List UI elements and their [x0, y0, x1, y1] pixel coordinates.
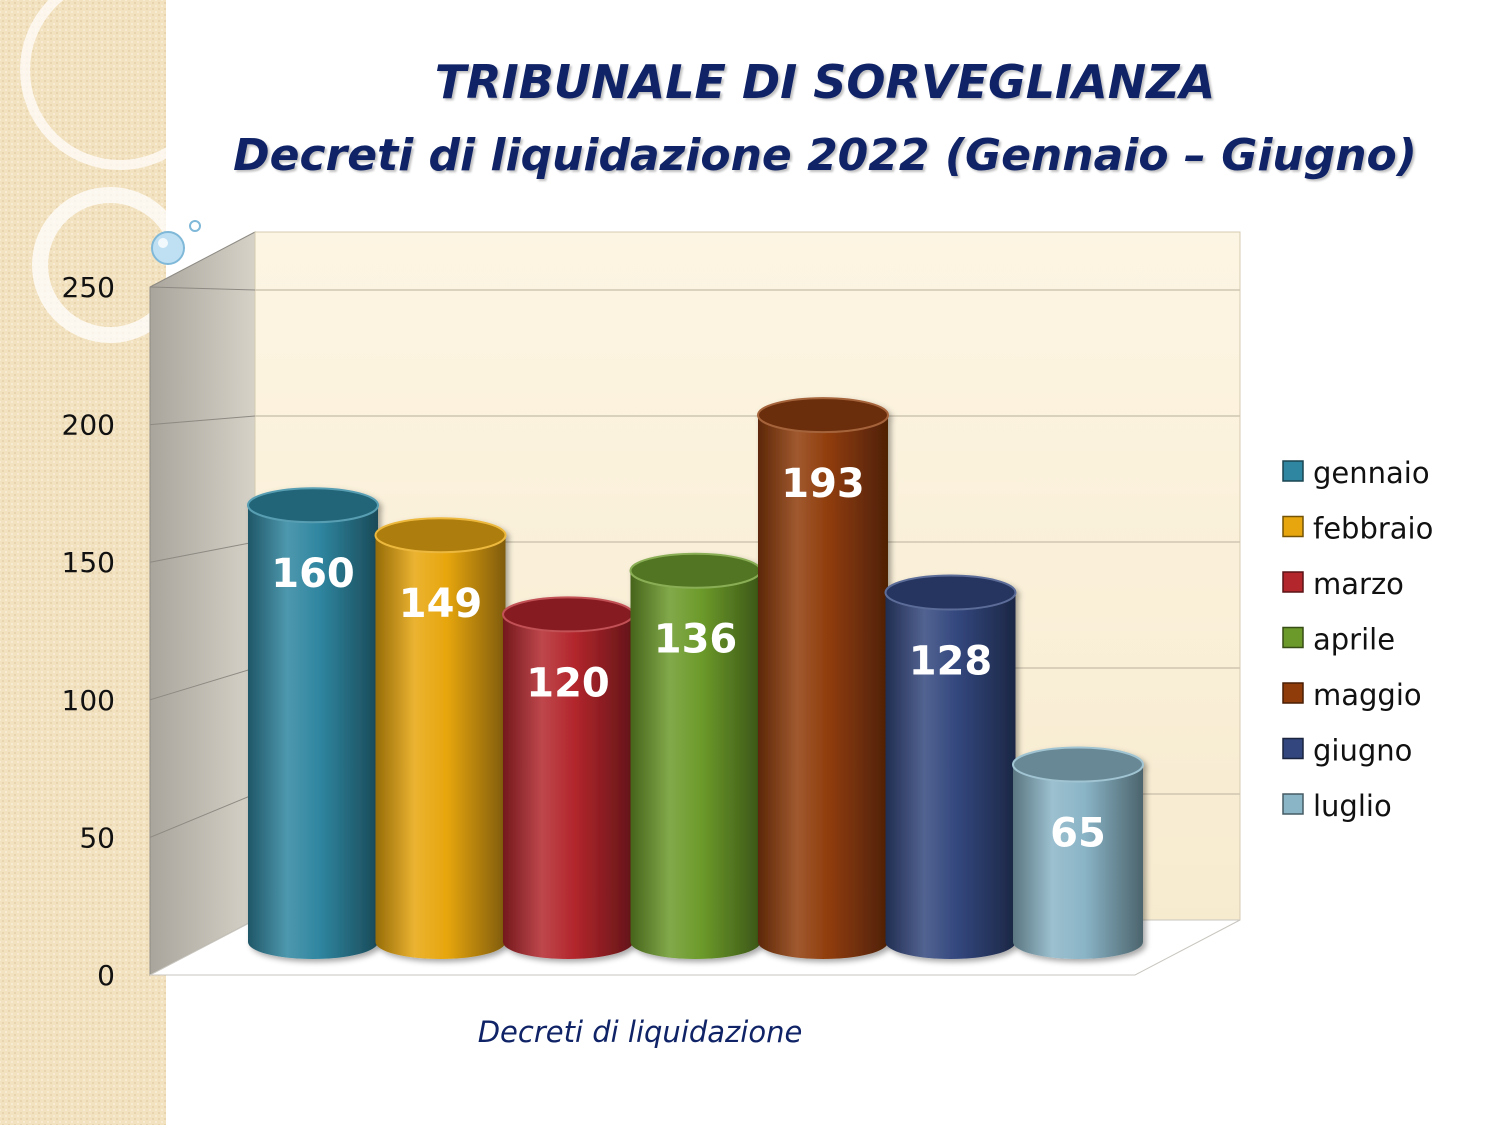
- bar-value-label: 128: [909, 639, 993, 685]
- gridline-side: [149, 793, 256, 838]
- legend-label: maggio: [1313, 678, 1422, 712]
- bar-top: [1012, 746, 1144, 783]
- legend-swatch: [1282, 571, 1304, 593]
- decorative-circles: [20, 0, 220, 343]
- chart-subtitle: Decreti di liquidazione 2022 (Gennaio – …: [233, 130, 1417, 181]
- legend-label: marzo: [1313, 567, 1404, 601]
- bar-body: [375, 535, 506, 959]
- legend-swatch: [1282, 682, 1304, 704]
- legend-item-giugno: giugno: [1282, 734, 1412, 768]
- bar-value-label: 65: [1050, 811, 1106, 857]
- bar-body: [1013, 764, 1143, 959]
- bar-luglio: [1012, 746, 1144, 959]
- legend-label: aprile: [1313, 623, 1395, 657]
- y-tick-label: 250: [62, 271, 115, 304]
- legend-swatch: [1282, 737, 1304, 760]
- bar-febbraio: [374, 517, 507, 959]
- legend-item-febbraio: febbraio: [1282, 512, 1433, 546]
- bar-giugno: [884, 574, 1017, 959]
- bar-top: [757, 397, 889, 434]
- bar-aprile: [629, 552, 762, 959]
- y-tick-label: 0: [97, 959, 115, 992]
- bar-body: [248, 505, 378, 959]
- legend-item-aprile: aprile: [1282, 623, 1395, 657]
- bar-top: [247, 487, 379, 524]
- bar-value-label: 120: [526, 660, 610, 706]
- legend-item-marzo: marzo: [1282, 567, 1404, 601]
- bar-value-label: 149: [399, 581, 483, 627]
- chart-side-wall: [149, 231, 256, 976]
- y-tick-label: 50: [79, 821, 115, 854]
- bar-marzo: [502, 596, 634, 959]
- slide-sidebar-texture: [0, 0, 166, 1125]
- legend-swatch: [1282, 626, 1304, 649]
- bar-gennaio: [247, 487, 379, 959]
- bar-value-label: 136: [654, 617, 738, 663]
- y-tick-label: 100: [62, 684, 115, 717]
- legend-swatch: [1282, 460, 1304, 482]
- legend-label: giugno: [1313, 734, 1412, 768]
- gridline-side: [149, 286, 256, 291]
- bar-body: [758, 415, 888, 959]
- bar-top: [884, 574, 1017, 611]
- bar-value-label: 160: [271, 551, 355, 597]
- legend-label: febbraio: [1313, 512, 1433, 546]
- x-axis-label: Decreti di liquidazione: [477, 1015, 803, 1049]
- bar-body: [630, 570, 761, 959]
- y-tick-label: 150: [62, 546, 115, 579]
- bar-top: [629, 552, 762, 589]
- gridline-side: [149, 667, 256, 701]
- legend-item-luglio: luglio: [1282, 789, 1392, 823]
- gridline-side: [149, 415, 256, 426]
- gridline-side: [149, 541, 256, 563]
- bar-top: [374, 517, 507, 554]
- chart-title: TRIBUNALE DI SORVEGLIANZA: [434, 55, 1216, 109]
- bar-body: [503, 614, 633, 959]
- legend-item-gennaio: gennaio: [1282, 456, 1430, 490]
- legend-label: gennaio: [1313, 456, 1430, 490]
- legend-swatch: [1282, 515, 1304, 538]
- y-tick-label: 200: [62, 409, 115, 442]
- legend-label: luglio: [1313, 789, 1392, 823]
- legend-item-maggio: maggio: [1282, 678, 1422, 712]
- legend-swatch: [1282, 793, 1304, 815]
- bar-maggio: [757, 397, 889, 959]
- bar-top: [502, 596, 634, 633]
- bar-value-label: 193: [781, 461, 865, 507]
- bar-body: [885, 592, 1016, 959]
